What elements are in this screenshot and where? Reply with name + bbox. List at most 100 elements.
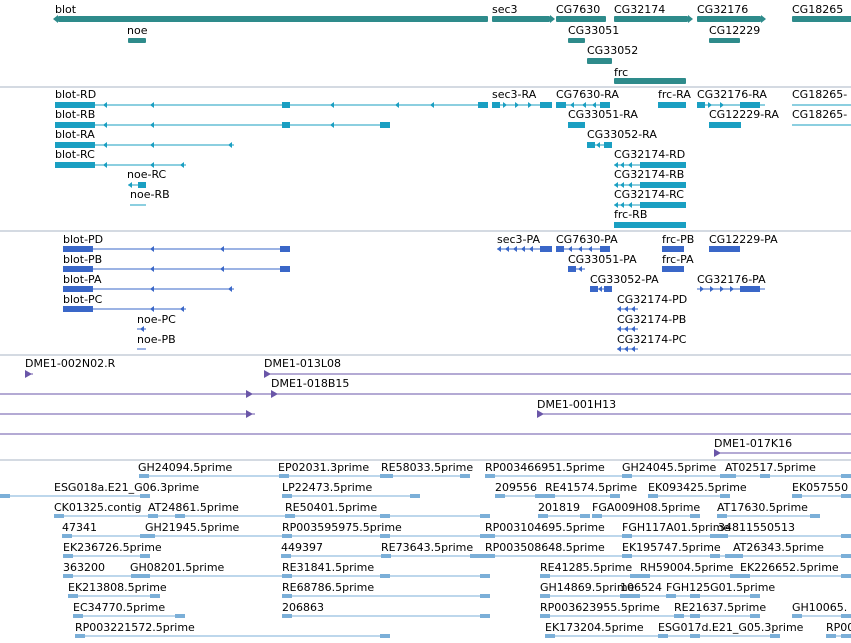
gene-cg32174[interactable]	[614, 15, 693, 23]
protein-noe-pc[interactable]: noe-PC	[137, 313, 176, 332]
transcript-cg32174-rd[interactable]: CG32174-RD	[614, 148, 686, 168]
est-item[interactable]: EK236726.5prime	[63, 541, 162, 558]
protein-label-sec3-pa: sec3-PA	[497, 233, 540, 246]
est-item[interactable]: 47341	[62, 521, 150, 538]
gene-cg33051[interactable]	[568, 38, 585, 43]
protein-label-cg32174-pb: CG32174-PB	[617, 313, 686, 326]
clone-dme1-001h13-line[interactable]	[0, 410, 255, 418]
gene-cg32176[interactable]	[697, 15, 766, 23]
est-item[interactable]: 206863	[282, 601, 490, 618]
transcript-blot-rb[interactable]: blot-RB	[55, 108, 390, 128]
transcript-frc-rb[interactable]: frc-RB	[614, 208, 686, 228]
transcript-noe-rc[interactable]: noe-RC	[127, 168, 167, 188]
protein-cg32176-pa[interactable]: CG32176-PA	[697, 273, 766, 292]
est-item[interactable]: 201819	[538, 501, 590, 518]
protein-cg32174-pc[interactable]: CG32174-PC	[617, 333, 687, 352]
protein-cg33051-pa[interactable]: CG33051-PA	[568, 253, 637, 272]
clone-dme1-001h13[interactable]: DME1-001H13	[537, 398, 851, 418]
transcript-label-cg32174-rb: CG32174-RB	[614, 168, 684, 181]
protein-blot-pb[interactable]: blot-PB	[63, 253, 290, 272]
protein-blot-pa[interactable]: blot-PA	[63, 273, 234, 292]
est-item[interactable]: GH10065.	[792, 601, 851, 618]
protein-frc-pa[interactable]: frc-PA	[662, 253, 694, 272]
transcript-track: blot-RD blot-RB blot-RA blot-RC noe-RC noe-RB…	[55, 88, 851, 228]
est-item[interactable]: RH59004.5prime	[640, 561, 740, 578]
clone-track: DME1-002N02.R DME1-013L08 DME1-018B15 DME1-…	[0, 357, 851, 457]
protein-blot-pc[interactable]: blot-PC	[63, 293, 186, 312]
transcript-blot-rc[interactable]: blot-RC	[55, 148, 186, 168]
est-item[interactable]: FGA009H08.5prime	[592, 501, 700, 518]
est-item[interactable]: 34811550513	[718, 521, 851, 538]
transcript-cg33052-ra[interactable]: CG33052-RA	[587, 128, 657, 148]
est-item[interactable]: RE58033.5prime	[381, 461, 473, 478]
est-item[interactable]: EK057550	[792, 481, 851, 498]
transcript-cg12229-ra[interactable]: CG12229-RA	[709, 108, 779, 128]
est-item[interactable]: RP003221572.5prime	[75, 621, 390, 638]
clone-dme1-013l08[interactable]: DME1-013L08	[264, 357, 851, 378]
gene-blot[interactable]	[53, 15, 488, 23]
protein-noe-pb[interactable]: noe-PB	[137, 333, 176, 350]
est-item[interactable]: EC34770.5prime	[73, 601, 185, 618]
est-item[interactable]: RE31841.5prime	[282, 561, 490, 578]
est-item[interactable]: AT26343.5prime	[733, 541, 851, 558]
est-item[interactable]: EK195747.5prime	[622, 541, 735, 558]
gene-sec3[interactable]	[492, 15, 555, 23]
est-item[interactable]: RP00	[826, 621, 851, 638]
gene-cg33052[interactable]	[587, 58, 612, 64]
gene-frc[interactable]	[614, 78, 686, 84]
est-label: EK226652.5prime	[740, 561, 839, 574]
est-item[interactable]: RE68786.5prime	[282, 581, 490, 598]
protein-label-noe-pb: noe-PB	[137, 333, 176, 346]
gene-cg7630[interactable]	[556, 16, 606, 22]
transcript-noe-rb[interactable]: noe-RB	[130, 188, 170, 206]
est-item[interactable]: EK213808.5prime	[68, 581, 167, 598]
transcript-cg32174-rc[interactable]: CG32174-RC	[614, 188, 686, 208]
protein-cg32174-pb[interactable]: CG32174-PB	[617, 313, 686, 332]
transcript-blot-ra[interactable]: blot-RA	[55, 128, 234, 148]
protein-cg12229-pa[interactable]: CG12229-PA	[709, 233, 778, 252]
est-item[interactable]: FGH117A01.5prime	[622, 521, 730, 538]
gene-cg12229[interactable]	[709, 38, 740, 43]
transcript-cg7630-ra[interactable]: CG7630-RA	[556, 88, 619, 108]
transcript-frc-ra[interactable]: frc-RA	[658, 88, 691, 108]
est-item[interactable]: FGH125G01.5prime	[666, 581, 775, 598]
protein-cg32174-pd[interactable]: CG32174-PD	[617, 293, 687, 312]
est-item[interactable]: RE21637.5prime	[674, 601, 766, 618]
est-item[interactable]: AT02517.5prime	[725, 461, 816, 478]
est-item[interactable]: EK093425.5prime	[648, 481, 747, 498]
transcript-cg32176-ra[interactable]: CG32176-RA	[697, 88, 767, 108]
est-item[interactable]: RE50401.5prime	[285, 501, 490, 518]
est-label: RE68786.5prime	[282, 581, 374, 594]
est-item[interactable]: ESG017d.E21_G05.3prime	[658, 621, 804, 638]
protein-cg7630-pa[interactable]: CG7630-PA	[556, 233, 618, 252]
est-item[interactable]: LP22473.5prime	[282, 481, 420, 498]
gene-cg18265[interactable]	[792, 16, 851, 22]
protein-frc-pb[interactable]: frc-PB	[662, 233, 694, 252]
est-item[interactable]: RE73643.5prime	[381, 541, 480, 558]
est-item[interactable]: AT17630.5prime	[717, 501, 820, 518]
clone-dme1-018b15[interactable]: DME1-018B15	[0, 377, 851, 398]
transcript-cg18265-rb[interactable]: CG18265-	[792, 108, 851, 126]
transcript-cg18265-ra[interactable]: CG18265-	[792, 88, 851, 106]
est-item[interactable]: 209556	[495, 481, 545, 498]
transcript-label-cg32174-rd: CG32174-RD	[614, 148, 685, 161]
transcript-cg33051-ra[interactable]: CG33051-RA	[568, 108, 638, 128]
est-item[interactable]: GH24045.5prime	[622, 461, 730, 478]
est-item[interactable]: EP02031.3prime	[278, 461, 390, 478]
clone-dme1-017k16[interactable]: DME1-017K16	[714, 437, 851, 457]
est-item[interactable]: RE41574.5prime	[545, 481, 637, 498]
protein-blot-pd[interactable]: blot-PD	[63, 233, 290, 252]
protein-cg33052-pa[interactable]: CG33052-PA	[590, 273, 659, 292]
protein-sec3-pa[interactable]: sec3-PA	[497, 233, 552, 252]
transcript-cg32174-rb[interactable]: CG32174-RB	[614, 168, 686, 188]
est-item[interactable]: RE41285.5prime	[540, 561, 640, 578]
transcript-blot-rd[interactable]: blot-RD	[55, 88, 488, 108]
clone-dme1-002n02[interactable]: DME1-002N02.R	[25, 357, 116, 378]
est-item[interactable]: ESG018a.E21_G06.3prime	[0, 481, 199, 498]
gene-noe[interactable]	[128, 38, 146, 43]
est-item[interactable]: RP003623955.5prime	[540, 601, 700, 618]
est-item[interactable]: EK226652.5prime	[740, 561, 851, 578]
est-item[interactable]: RP003595975.5prime	[282, 521, 490, 538]
transcript-sec3-ra[interactable]: sec3-RA	[492, 88, 552, 108]
clone-dme1-018b15-mate[interactable]	[0, 390, 255, 398]
